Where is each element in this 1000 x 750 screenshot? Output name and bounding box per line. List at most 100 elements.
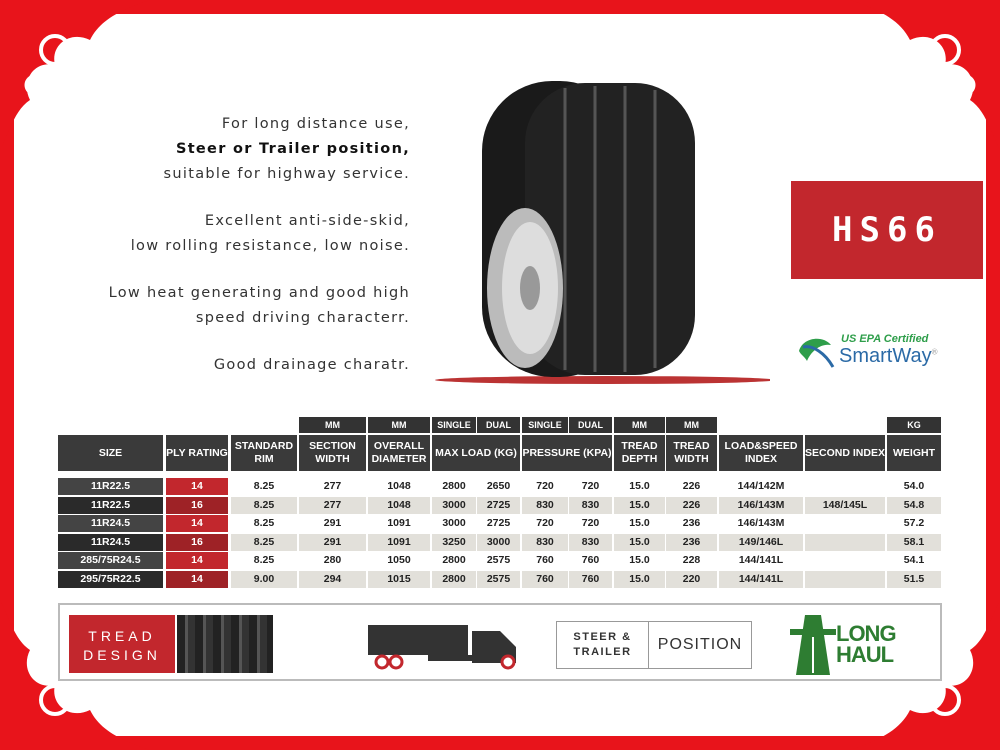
table-cell: 294 bbox=[299, 570, 366, 588]
feature-paragraph: Low heat generating and good high speed d… bbox=[40, 281, 410, 331]
position-box: STEER & TRAILER POSITION bbox=[556, 621, 752, 669]
table-cell: 228 bbox=[666, 552, 717, 569]
long-haul-label: LONG HAUL bbox=[836, 621, 897, 667]
table-cell: 830 bbox=[569, 533, 612, 551]
table-cell: 8.25 bbox=[231, 533, 297, 551]
tread-design-label: TREAD DESIGN bbox=[69, 615, 175, 673]
table-cell: 291 bbox=[299, 515, 366, 532]
model-badge: HS66 bbox=[791, 181, 983, 279]
table-cell: 2800 bbox=[432, 570, 476, 588]
truck-icon bbox=[368, 625, 516, 670]
table-cell: 2575 bbox=[477, 552, 520, 569]
column-header: PLY RATING bbox=[166, 435, 228, 471]
table-cell: 15.0 bbox=[614, 570, 665, 588]
table-cell: 15.0 bbox=[614, 496, 665, 514]
table-cell: 285/75R24.5 bbox=[58, 552, 163, 569]
table-cell: 8.25 bbox=[231, 496, 297, 514]
table-cell: 11R22.5 bbox=[58, 478, 163, 495]
table-cell: 2725 bbox=[477, 496, 520, 514]
table-cell: 720 bbox=[522, 478, 568, 495]
table-cell bbox=[805, 570, 885, 588]
table-cell: 2800 bbox=[432, 552, 476, 569]
table-cell: 8.25 bbox=[231, 552, 297, 569]
feature-paragraph: Excellent anti-side-skid, low rolling res… bbox=[40, 209, 410, 259]
feature-line: low rolling resistance, low noise. bbox=[130, 238, 410, 254]
table-cell: 14 bbox=[166, 570, 228, 588]
table-cell: 236 bbox=[666, 533, 717, 551]
table-cell: 226 bbox=[666, 478, 717, 495]
table-cell: 16 bbox=[166, 496, 228, 514]
table-cell: 11R24.5 bbox=[58, 533, 163, 551]
table-cell: 1048 bbox=[368, 478, 430, 495]
column-header: OVERALL DIAMETER bbox=[368, 435, 430, 471]
column-header: TREAD DEPTH bbox=[614, 435, 665, 471]
table-cell: 54.8 bbox=[887, 496, 941, 514]
table-cell bbox=[805, 515, 885, 532]
feature-line: For long distance use, bbox=[221, 116, 410, 132]
table-cell: 16 bbox=[166, 533, 228, 551]
column-header: SIZE bbox=[58, 435, 163, 471]
table-cell: 144/141L bbox=[719, 570, 803, 588]
table-cell: 54.1 bbox=[887, 552, 941, 569]
table-cell: 720 bbox=[569, 478, 612, 495]
column-header: SECTION WIDTH bbox=[299, 435, 366, 471]
table-cell: 236 bbox=[666, 515, 717, 532]
table-cell: 146/143M bbox=[719, 496, 803, 514]
unit-header: SINGLE bbox=[432, 417, 476, 433]
feature-line: Excellent anti-side-skid, bbox=[204, 213, 410, 229]
feature-paragraph: For long distance use, Steer or Trailer p… bbox=[40, 112, 410, 187]
column-header: STANDARD RIM bbox=[231, 435, 297, 471]
table-cell: 54.0 bbox=[887, 478, 941, 495]
table-cell: 760 bbox=[569, 552, 612, 569]
table-cell: 760 bbox=[569, 570, 612, 588]
table-cell: 2725 bbox=[477, 515, 520, 532]
ornament-corner-bottom-left bbox=[0, 600, 150, 750]
table-cell: 149/146L bbox=[719, 533, 803, 551]
column-header: LOAD&SPEED INDEX bbox=[719, 435, 803, 471]
table-cell: 144/142M bbox=[719, 478, 803, 495]
table-cell: 57.2 bbox=[887, 515, 941, 532]
feature-line: Good drainage charatr. bbox=[213, 357, 410, 373]
column-header: WEIGHT bbox=[887, 435, 941, 471]
feature-paragraph: Good drainage charatr. bbox=[40, 353, 410, 378]
table-cell bbox=[805, 478, 885, 495]
table-cell: 830 bbox=[569, 496, 612, 514]
table-cell: 2650 bbox=[477, 478, 520, 495]
table-cell: 220 bbox=[666, 570, 717, 588]
unit-header: MM bbox=[614, 417, 665, 433]
table-cell: 15.0 bbox=[614, 478, 665, 495]
feature-line: suitable for highway service. bbox=[163, 166, 410, 182]
tread-pattern-image bbox=[177, 615, 273, 673]
table-cell: 148/145L bbox=[805, 496, 885, 514]
smartway-logo: US EPA Certified SmartWay® bbox=[797, 331, 947, 375]
feature-line: Low heat generating and good high bbox=[108, 285, 410, 301]
table-cell: 51.5 bbox=[887, 570, 941, 588]
table-cell: 1048 bbox=[368, 496, 430, 514]
table-cell bbox=[805, 552, 885, 569]
table-cell: 3000 bbox=[477, 533, 520, 551]
table-cell: 2800 bbox=[432, 478, 476, 495]
unit-header: DUAL bbox=[477, 417, 520, 433]
unit-header: DUAL bbox=[569, 417, 612, 433]
leaf-icon bbox=[799, 338, 835, 368]
table-cell: 1091 bbox=[368, 533, 430, 551]
table-cell: 144/141L bbox=[719, 552, 803, 569]
table-cell: 3000 bbox=[432, 515, 476, 532]
column-header: MAX LOAD (KG) bbox=[432, 435, 520, 471]
table-cell: 1015 bbox=[368, 570, 430, 588]
table-cell: 15.0 bbox=[614, 552, 665, 569]
unit-header: SINGLE bbox=[522, 417, 568, 433]
table-cell: 280 bbox=[299, 552, 366, 569]
ornament-corner-bottom-right bbox=[850, 600, 1000, 750]
table-cell: 226 bbox=[666, 496, 717, 514]
table-cell: 14 bbox=[166, 515, 228, 532]
table-cell: 8.25 bbox=[231, 515, 297, 532]
tire-image bbox=[435, 81, 770, 384]
table-cell: 146/143M bbox=[719, 515, 803, 532]
table-cell: 9.00 bbox=[231, 570, 297, 588]
column-header: SECOND INDEX bbox=[805, 435, 885, 471]
table-cell: 14 bbox=[166, 478, 228, 495]
table-cell: 277 bbox=[299, 496, 366, 514]
unit-header: KG bbox=[887, 417, 941, 433]
unit-header: MM bbox=[299, 417, 366, 433]
